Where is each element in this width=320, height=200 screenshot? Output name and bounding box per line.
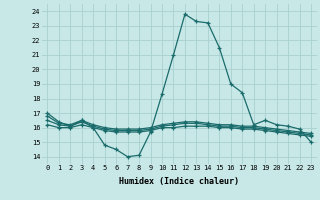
X-axis label: Humidex (Indice chaleur): Humidex (Indice chaleur) [119, 177, 239, 186]
